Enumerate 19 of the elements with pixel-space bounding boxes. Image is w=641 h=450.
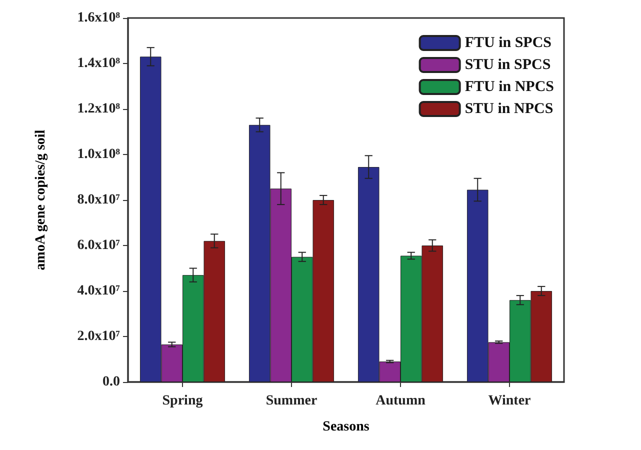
y-tick-label: 1.4x10⁸	[77, 56, 120, 71]
y-tick-label: 0.0	[102, 374, 120, 390]
y-axis-title: amoA gene copies/g soil	[34, 130, 48, 270]
y-tick-label: 4.0x10⁷	[77, 284, 120, 298]
x-tick-label: Spring	[162, 394, 203, 408]
x-tick-label: Winter	[488, 394, 531, 408]
legend-label: FTU in SPCS	[464, 35, 552, 51]
y-tick-label: 8.0x10⁷	[77, 192, 120, 208]
legend-label: FTU in NPCS	[464, 79, 554, 95]
y-tick-label: 6.0x10⁷	[77, 238, 120, 253]
y-tick-label: 2.0x10⁷	[77, 329, 120, 344]
legend-label: STU in NPCS	[464, 101, 554, 117]
legend-label: STU in SPCS	[464, 57, 551, 73]
x-axis-title: Seasons	[322, 420, 370, 434]
x-tick-label: Summer	[266, 394, 318, 408]
y-tick-label: 1.0x10⁸	[77, 147, 120, 162]
y-tick-label: 1.6x10⁸	[77, 10, 120, 26]
y-tick-label: 1.2x10⁸	[77, 102, 120, 116]
x-tick-label: Autumn	[376, 394, 426, 408]
